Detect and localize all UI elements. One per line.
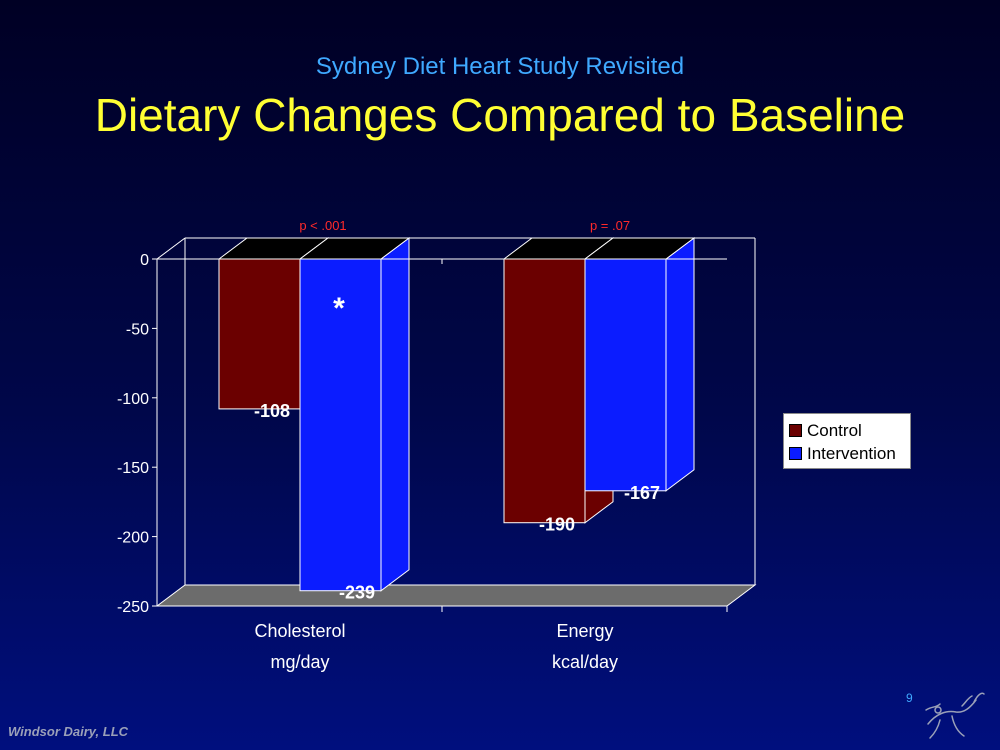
bar-intervention-energy-side (665, 237, 695, 492)
data-labels-layer: -108 -239 -190 -167 (254, 401, 660, 603)
bar-intervention-cholesterol (298, 237, 411, 592)
category-unit-energy: kcal/day (552, 652, 618, 672)
p-value-energy: p = .07 (590, 218, 630, 233)
significance-marker: * (333, 292, 345, 325)
footer-company: Windsor Dairy, LLC (8, 724, 129, 739)
legend-swatch-control (789, 424, 802, 437)
chart-floor (155, 584, 757, 607)
side-wall-top-edge (156, 237, 186, 260)
chart-legend: Control Intervention (783, 413, 911, 469)
y-tick-label: -250 (117, 599, 149, 616)
legend-item-control: Control (789, 419, 910, 442)
bars-layer (217, 237, 696, 592)
bar-intervention-energy-front (584, 258, 667, 492)
bar-control-energy-front (503, 258, 586, 524)
legend-label-intervention: Intervention (807, 443, 896, 463)
legend-label-control: Control (807, 420, 862, 440)
company-logo-icon (925, 692, 985, 739)
p-value-cholesterol: p < .001 (299, 218, 346, 233)
bar-control-cholesterol-front (218, 258, 301, 410)
legend-item-intervention: Intervention (789, 442, 910, 465)
y-ticks-layer: 0 -50 -100 -150 -200 -250 (117, 252, 157, 616)
legend-swatch-intervention (789, 447, 802, 460)
bar-intervention-cholesterol-side (380, 237, 410, 592)
data-label-control-energy: -190 (539, 515, 575, 535)
y-tick-label: -150 (117, 460, 149, 477)
page-number: 9 (906, 691, 913, 705)
data-label-intervention-cholesterol: -239 (339, 583, 375, 603)
category-unit-cholesterol: mg/day (270, 652, 329, 672)
y-tick-label: -100 (117, 391, 149, 408)
category-label-cholesterol: Cholesterol (254, 621, 345, 641)
bar-intervention-cholesterol-front (299, 258, 382, 592)
y-tick-label: -50 (126, 321, 149, 338)
slide-subtitle: Sydney Diet Heart Study Revisited (315, 53, 685, 80)
data-label-control-cholesterol: -108 (254, 401, 290, 421)
y-tick-label: 0 (140, 252, 149, 269)
category-label-energy: Energy (556, 621, 613, 641)
bar-intervention-energy (583, 237, 696, 492)
data-label-intervention-energy: -167 (624, 483, 660, 503)
y-tick-label: -200 (117, 530, 149, 547)
slide-title: Dietary Changes Compared to Baseline (94, 89, 906, 141)
